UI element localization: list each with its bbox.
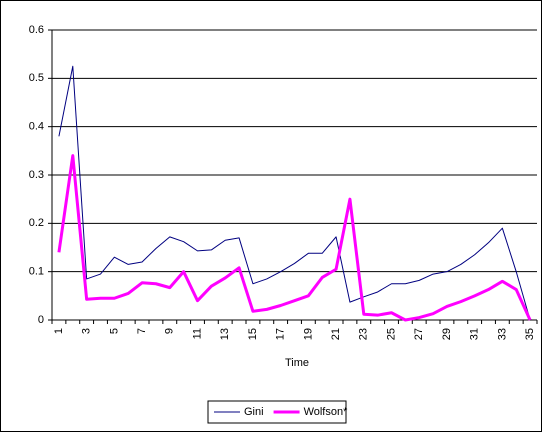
x-tick-label: 5 [108, 328, 120, 334]
series-line [57, 154, 532, 322]
x-tick-label: 3 [81, 328, 93, 334]
x-tick-label: 25 [385, 328, 397, 340]
x-tick-label: 1 [53, 328, 65, 334]
x-tick-label: 13 [219, 328, 231, 340]
y-tick-label: 0.3 [29, 169, 44, 181]
y-tick-label: 0.1 [29, 266, 44, 278]
x-tick-label: 31 [469, 328, 481, 340]
x-tick-label: 27 [413, 328, 425, 340]
x-tick-label: 11 [191, 328, 203, 339]
y-tick-label: 0.5 [29, 72, 44, 84]
x-tick-label: 21 [330, 328, 342, 340]
x-axis-label: Time [285, 357, 309, 369]
x-tick-label: 33 [496, 328, 508, 340]
x-tick-label: 9 [164, 328, 176, 334]
x-tick-label: 17 [275, 328, 287, 340]
x-tick-label: 23 [358, 328, 370, 340]
y-tick-label: 0.4 [29, 121, 44, 133]
series-line [58, 65, 531, 321]
y-tick-label: 0.6 [29, 24, 44, 36]
x-tick-label: 35 [524, 328, 536, 340]
x-tick-label: 7 [136, 328, 148, 334]
x-tick-label: 19 [302, 328, 314, 340]
x-tick-label: 29 [441, 328, 453, 340]
legend-label: Gini [244, 406, 264, 418]
y-tick-label: 0 [38, 314, 44, 326]
x-tick-label: 15 [247, 328, 259, 340]
y-tick-label: 0.2 [29, 217, 44, 229]
legend-label: Wolfson* [304, 406, 349, 418]
